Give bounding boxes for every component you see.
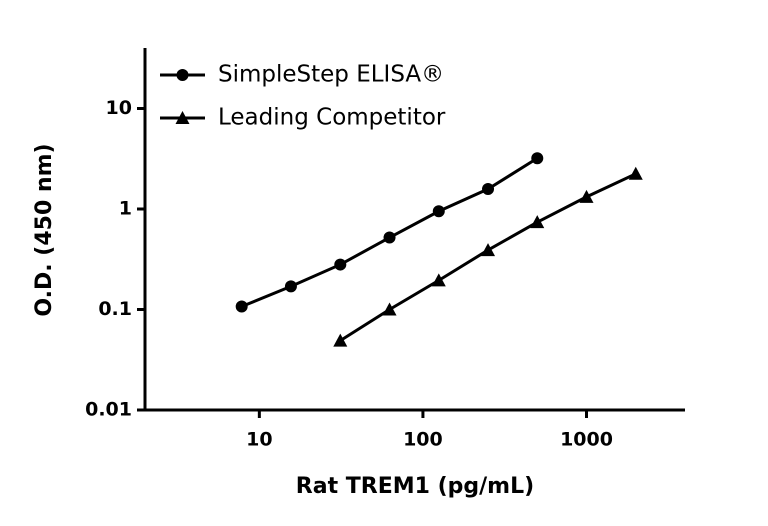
y-tick-label: 10 xyxy=(106,97,132,119)
marker xyxy=(176,69,189,81)
y-tick-label: 0.1 xyxy=(98,298,132,320)
marker xyxy=(175,111,190,124)
marker xyxy=(235,300,248,313)
legend-label: SimpleStep ELISA® xyxy=(218,62,444,88)
marker xyxy=(481,243,496,257)
marker xyxy=(382,302,397,316)
marker xyxy=(482,183,495,196)
marker xyxy=(530,215,545,229)
marker xyxy=(531,152,544,165)
y-tick-label: 0.01 xyxy=(85,399,132,421)
x-tick-label: 10 xyxy=(246,429,272,451)
marker xyxy=(628,166,643,180)
y-tick-label: 1 xyxy=(119,198,132,220)
marker xyxy=(284,280,297,293)
marker xyxy=(383,231,396,244)
marker xyxy=(579,189,594,203)
y-axis-title: O.D. (450 nm) xyxy=(32,143,57,316)
marker xyxy=(431,273,446,287)
marker xyxy=(432,205,445,218)
marker xyxy=(334,258,347,271)
series-line xyxy=(339,172,637,342)
legend-label: Leading Competitor xyxy=(218,105,446,131)
x-axis-title: Rat TREM1 (pg/mL) xyxy=(296,474,534,499)
marker xyxy=(333,333,348,347)
x-tick-label: 1000 xyxy=(560,429,613,451)
x-tick-label: 100 xyxy=(403,429,443,451)
